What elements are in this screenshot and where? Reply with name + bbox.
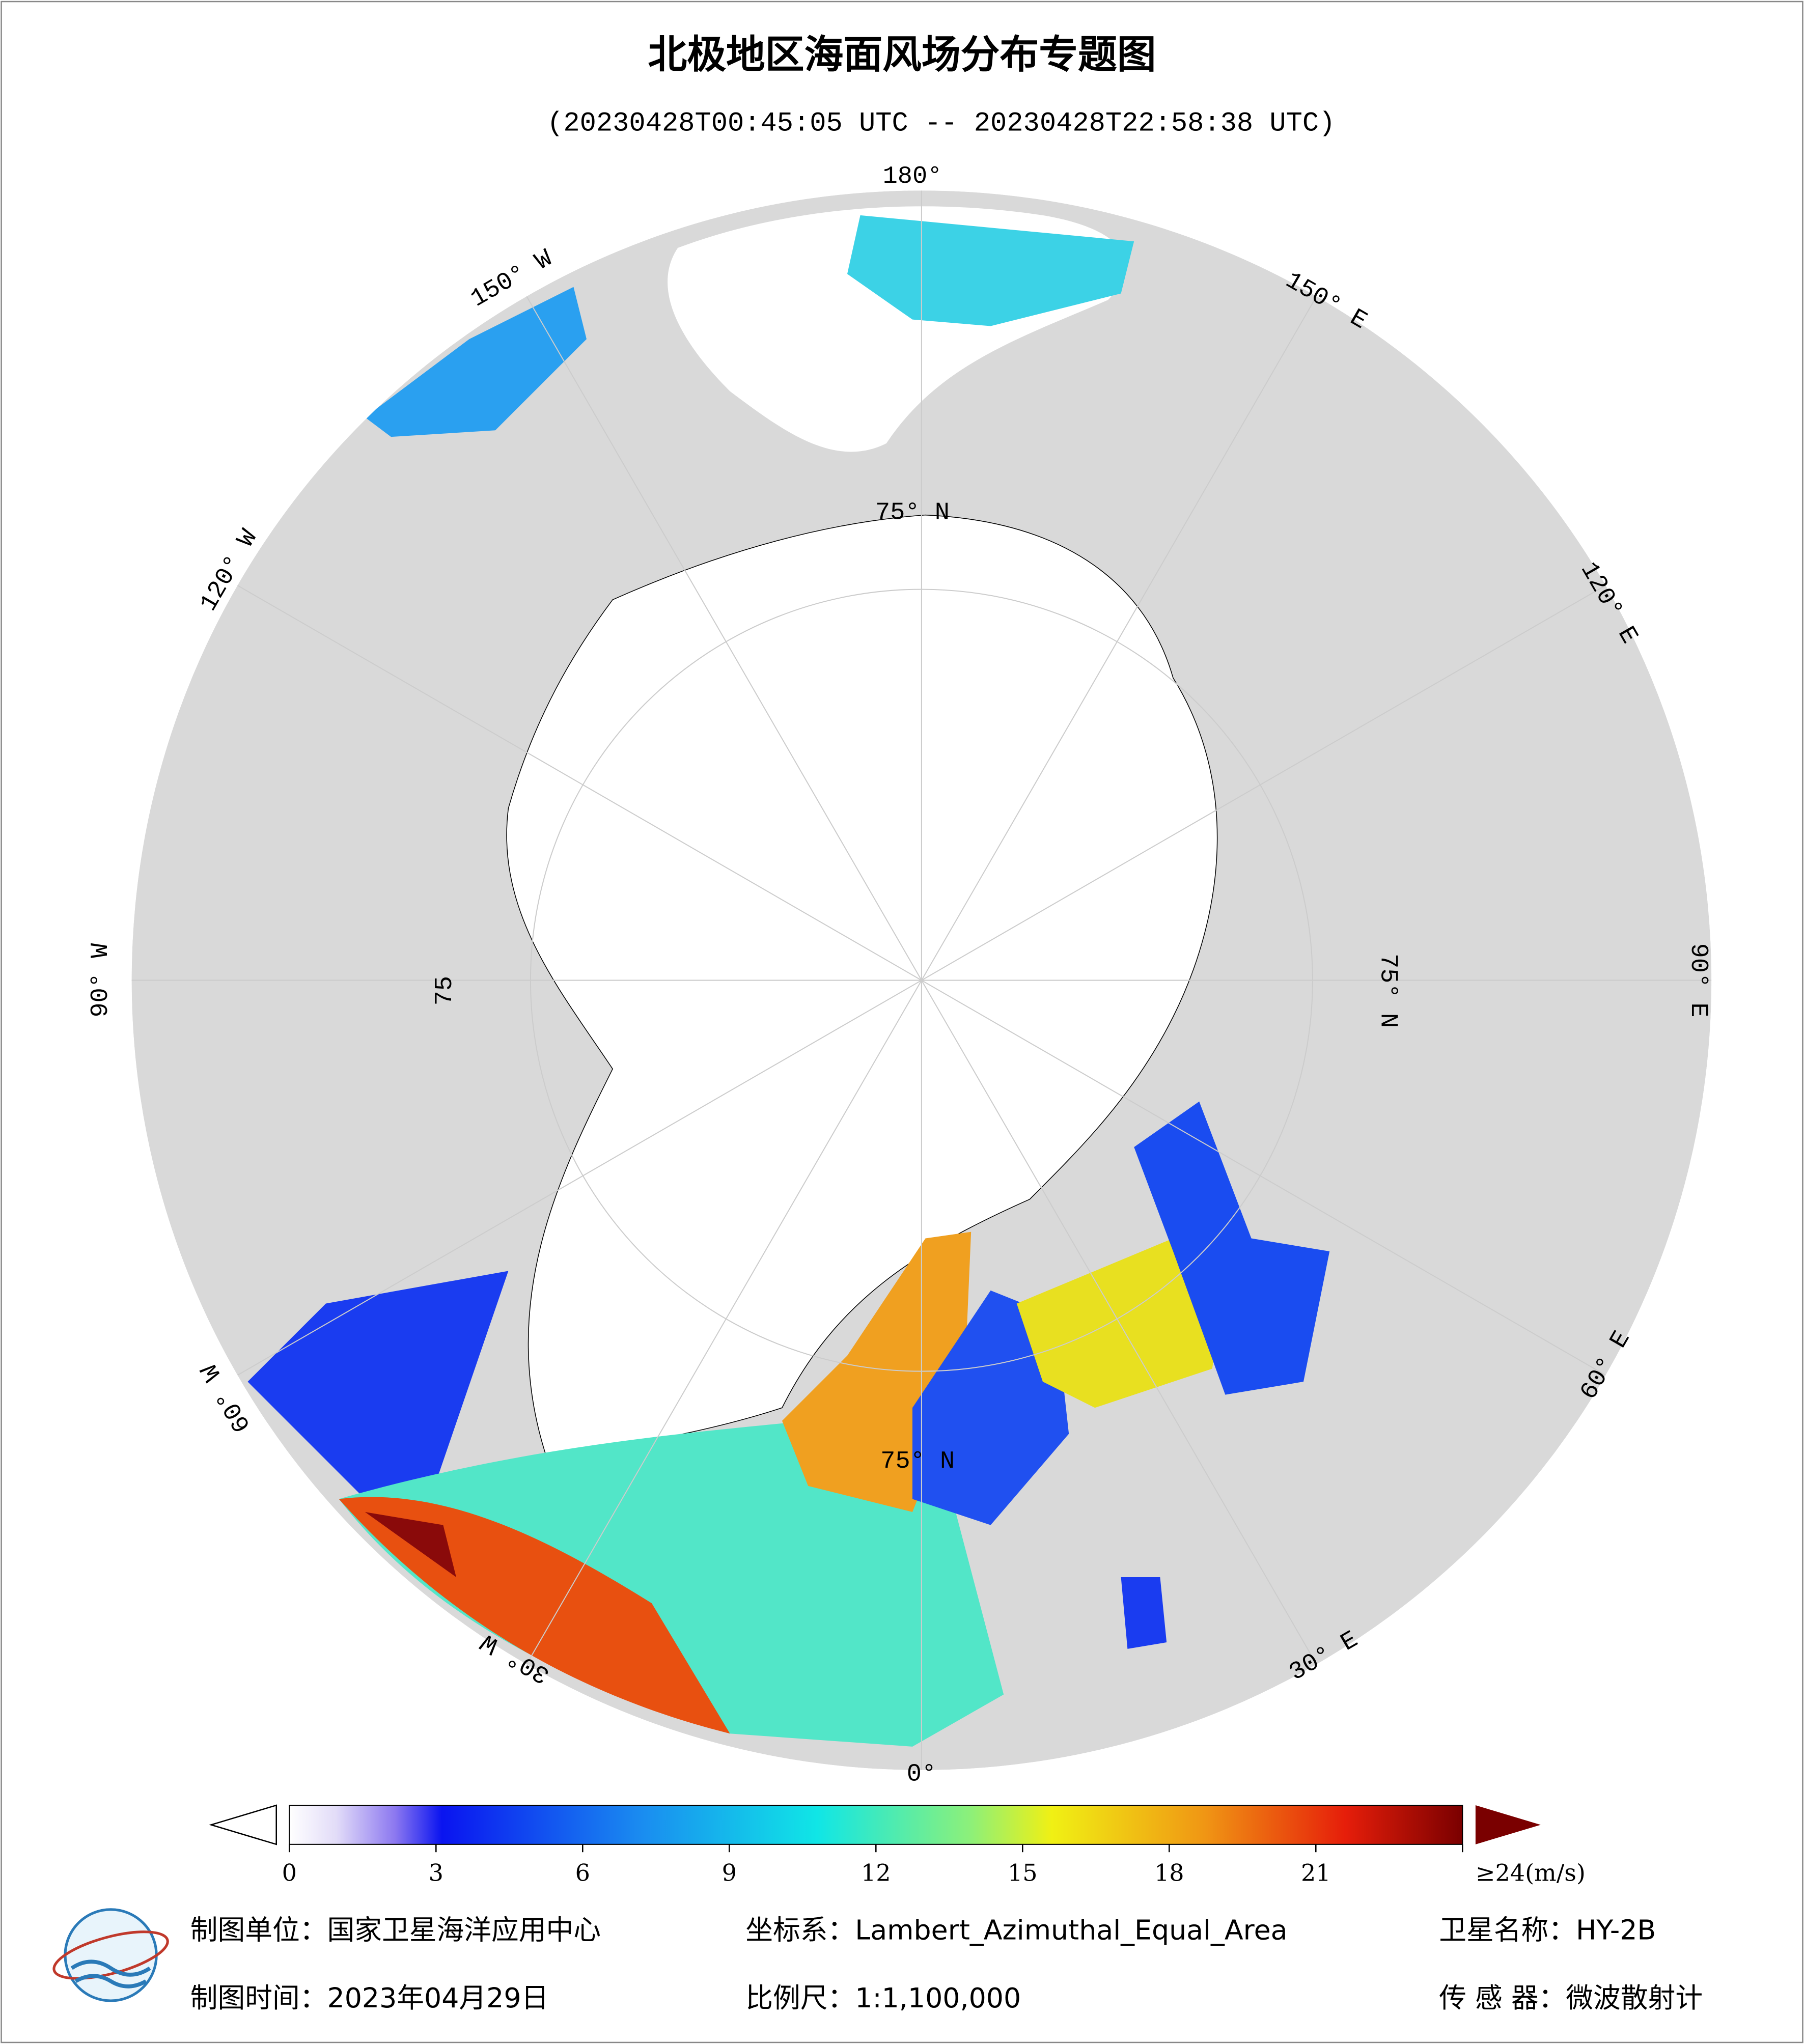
wind-patch <box>365 1512 456 1578</box>
colorbar-tick-label: 12 <box>861 1859 891 1887</box>
latitude-label: 75 <box>431 976 459 1005</box>
colorbar-tick-label: 15 <box>1008 1859 1038 1887</box>
colorbar-tick-label: 6 <box>575 1859 590 1887</box>
colorbar-tick-label: 9 <box>722 1859 737 1887</box>
producer: 制图单位：国家卫星海洋应用中心 <box>190 1914 601 1946</box>
latitude-label: 75° N <box>875 498 950 526</box>
meridian <box>526 296 922 981</box>
wind-patch <box>1121 1577 1167 1649</box>
satellite: 卫星名称：HY-2B <box>1439 1914 1656 1946</box>
colorbar: 0 3 6 9 12 15 18 21 ≥24(m/s) <box>209 1804 1586 1887</box>
projection: 坐标系：Lambert_Azimuthal_Equal_Area <box>745 1914 1287 1946</box>
colorbar-over <box>1475 1805 1541 1844</box>
longitude-label: 90° E <box>1684 943 1712 1018</box>
subtitle: (20230428T00:45:05 UTC -- 20230428T22:58… <box>547 108 1335 139</box>
colorbar-tick-label: 3 <box>429 1859 443 1887</box>
logo <box>52 1908 169 2002</box>
wind-patch <box>365 287 587 437</box>
colorbar-under <box>209 1804 277 1845</box>
colorbar-tick-label: 21 <box>1301 1859 1331 1887</box>
title: 北极地区海面风场分布专题图 <box>648 33 1156 78</box>
colorbar-tick-label: 18 <box>1154 1859 1184 1887</box>
meridian <box>921 296 1317 981</box>
longitude-label: 90° W <box>87 943 115 1018</box>
footer: 制图单位：国家卫星海洋应用中心 坐标系：Lambert_Azimuthal_Eq… <box>52 1908 1703 2014</box>
map <box>131 190 1712 1770</box>
colorbar-tick-label: 0 <box>282 1859 297 1887</box>
wind-patch <box>247 1271 509 1499</box>
scale: 比例尺：1:1,100,000 <box>745 1982 1021 2014</box>
meridian <box>921 980 1317 1665</box>
meridian <box>237 585 922 981</box>
colorbar-ramp <box>289 1805 1463 1845</box>
colorbar-tick-label: ≥24(m/s) <box>1476 1859 1586 1887</box>
wind-patch <box>339 1420 1004 1747</box>
wind-patch <box>847 215 1134 326</box>
meridian <box>921 979 1606 1376</box>
meridian <box>237 979 922 1376</box>
sea-ice <box>506 514 1218 1461</box>
meridian <box>526 980 922 1665</box>
map-date: 制图时间：2023年04月29日 <box>190 1982 549 2014</box>
graticule <box>131 190 1712 1770</box>
meridian <box>921 585 1606 981</box>
longitude-label: 180° <box>883 162 942 190</box>
wind-patch <box>1134 1101 1330 1395</box>
longitude-label: 0° <box>907 1760 936 1788</box>
latitude-label: 75° N <box>1374 954 1402 1028</box>
latitude-label: 75° N <box>880 1447 955 1475</box>
wind-patch <box>1016 1238 1226 1408</box>
sensor: 传 感 器：微波散射计 <box>1439 1982 1703 2014</box>
